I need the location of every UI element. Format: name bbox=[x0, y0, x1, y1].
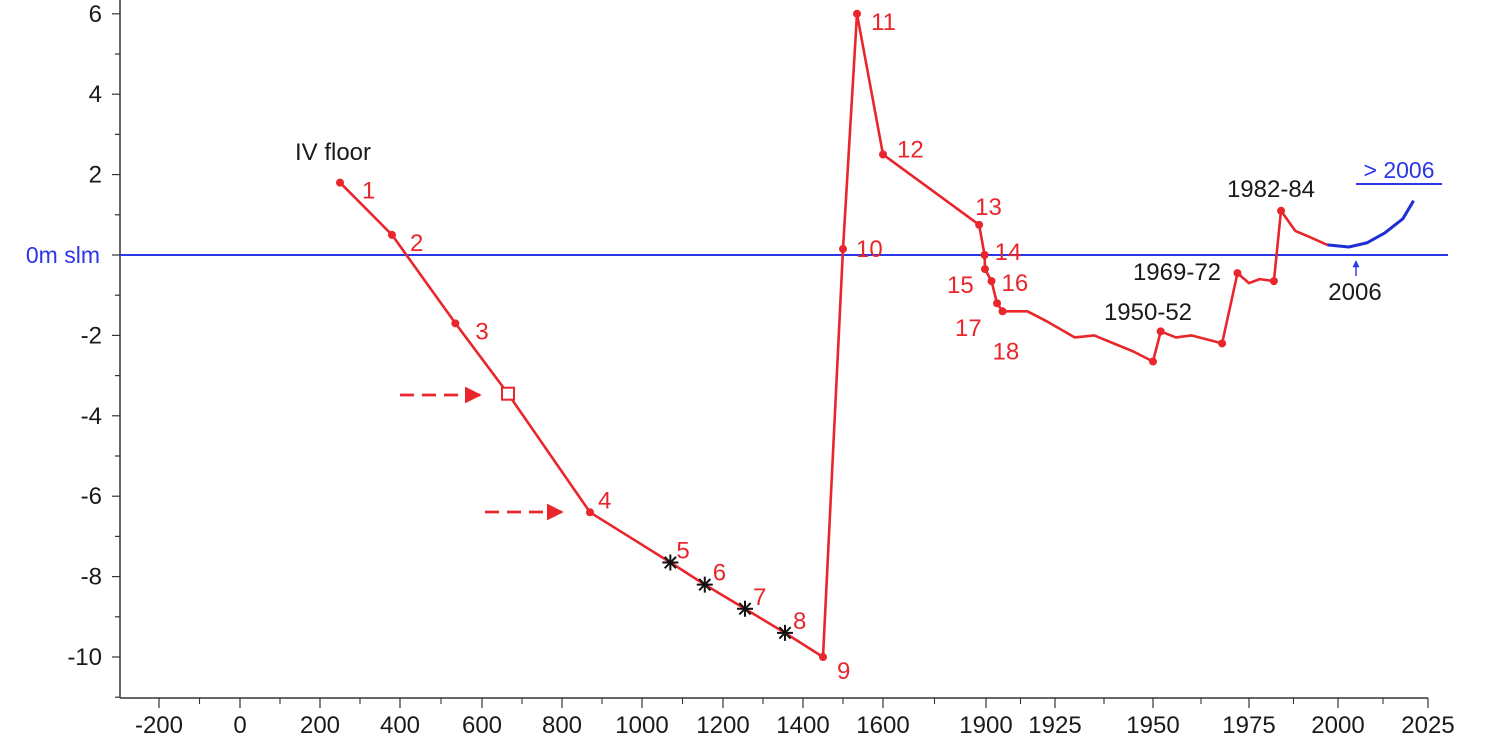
point-label: 7 bbox=[753, 584, 766, 611]
data-point bbox=[987, 277, 996, 286]
data-point bbox=[586, 508, 594, 517]
projection-line bbox=[1327, 199, 1415, 249]
data-point bbox=[451, 319, 460, 328]
point-label: 2 bbox=[410, 230, 423, 257]
x-tick-label: -200 bbox=[135, 712, 183, 739]
point-label: 12 bbox=[897, 137, 924, 164]
series-group bbox=[336, 9, 1415, 661]
data-point bbox=[998, 307, 1007, 316]
data-point bbox=[819, 653, 827, 661]
annotation-label: 1969-72 bbox=[1133, 259, 1221, 286]
x-tick-label: 1000 bbox=[615, 712, 668, 739]
data-point-star bbox=[696, 576, 713, 593]
point-label: 3 bbox=[475, 318, 488, 345]
star-stroke bbox=[663, 556, 677, 569]
y-tick-label: -6 bbox=[81, 483, 102, 510]
point-label: 17 bbox=[955, 315, 982, 342]
data-point bbox=[1156, 327, 1165, 336]
data-point-star bbox=[662, 554, 679, 571]
annotation-label: 1982-84 bbox=[1227, 176, 1315, 203]
point-label: 18 bbox=[993, 338, 1020, 365]
y-tick-label: -2 bbox=[81, 322, 102, 349]
x-tick-label: 1600 bbox=[856, 712, 909, 739]
point-label: 16 bbox=[1002, 270, 1029, 297]
annotation-label: 2006 bbox=[1328, 279, 1381, 306]
point-label: 8 bbox=[793, 608, 806, 635]
y-tick-label: 2 bbox=[89, 162, 102, 189]
x-tick-label: 0 bbox=[233, 712, 246, 739]
projection-label: > 2006 bbox=[1364, 157, 1435, 183]
data-point bbox=[1269, 277, 1278, 286]
data-point-star bbox=[737, 600, 753, 617]
point-label: 9 bbox=[837, 658, 850, 685]
data-point bbox=[980, 265, 989, 274]
data-point-star bbox=[777, 624, 793, 641]
data-point bbox=[975, 220, 984, 229]
x-tick-label: 2000 bbox=[1311, 712, 1364, 739]
data-point bbox=[879, 150, 887, 159]
x-tick-label: 1975 bbox=[1222, 712, 1275, 739]
y-tick-label: 4 bbox=[89, 81, 102, 108]
sea-level-line bbox=[339, 12, 1328, 659]
star-stroke bbox=[778, 626, 792, 640]
point-label: 13 bbox=[975, 194, 1002, 221]
data-point bbox=[388, 230, 396, 239]
data-point bbox=[993, 299, 1002, 308]
data-point bbox=[853, 9, 861, 18]
x-tick-label: 1200 bbox=[696, 712, 749, 739]
point-label: 11 bbox=[871, 9, 896, 36]
point-label: 6 bbox=[713, 560, 726, 587]
x-tick-label: 1900 bbox=[959, 712, 1012, 739]
point-label: 1 bbox=[362, 178, 375, 205]
point-label: 4 bbox=[598, 487, 611, 514]
x-tick-label: 400 bbox=[380, 712, 420, 739]
axes: 6 4 2 0m slm -2 -4 -6 -8 -10 -200 0 200 400 600 800 100… bbox=[26, 0, 1455, 739]
annotation-label: IV floor bbox=[295, 139, 371, 166]
x-tick-label: 200 bbox=[300, 712, 340, 739]
x-tick-label: 600 bbox=[462, 712, 502, 739]
x-tick-label: 1400 bbox=[776, 712, 829, 739]
point-label: 15 bbox=[947, 272, 974, 299]
data-point bbox=[839, 244, 847, 253]
data-point bbox=[980, 251, 989, 259]
data-point bbox=[1149, 357, 1157, 366]
data-point-square bbox=[501, 386, 515, 401]
x-tick-label: 1950 bbox=[1126, 712, 1179, 739]
y-tick-label: 6 bbox=[89, 1, 102, 28]
annotation-label: 1950-52 bbox=[1104, 299, 1192, 326]
x-tick-label: 2025 bbox=[1401, 712, 1454, 739]
data-point bbox=[1233, 269, 1242, 278]
point-label: 10 bbox=[856, 236, 883, 263]
y-tick-label: -10 bbox=[67, 644, 102, 671]
star-stroke bbox=[738, 602, 752, 616]
x-tick-label: 1925 bbox=[1028, 712, 1081, 739]
x-tick-label: 800 bbox=[542, 712, 582, 739]
star-stroke bbox=[698, 578, 712, 592]
point-label: 5 bbox=[676, 538, 689, 565]
data-point bbox=[336, 178, 344, 187]
point-label: 14 bbox=[995, 239, 1022, 266]
data-point bbox=[1218, 339, 1227, 348]
data-point bbox=[1277, 206, 1286, 215]
y-tick-label: -8 bbox=[81, 564, 102, 591]
y-tick-label: -4 bbox=[81, 403, 102, 430]
reference-line-label: 0m slm bbox=[26, 242, 100, 268]
